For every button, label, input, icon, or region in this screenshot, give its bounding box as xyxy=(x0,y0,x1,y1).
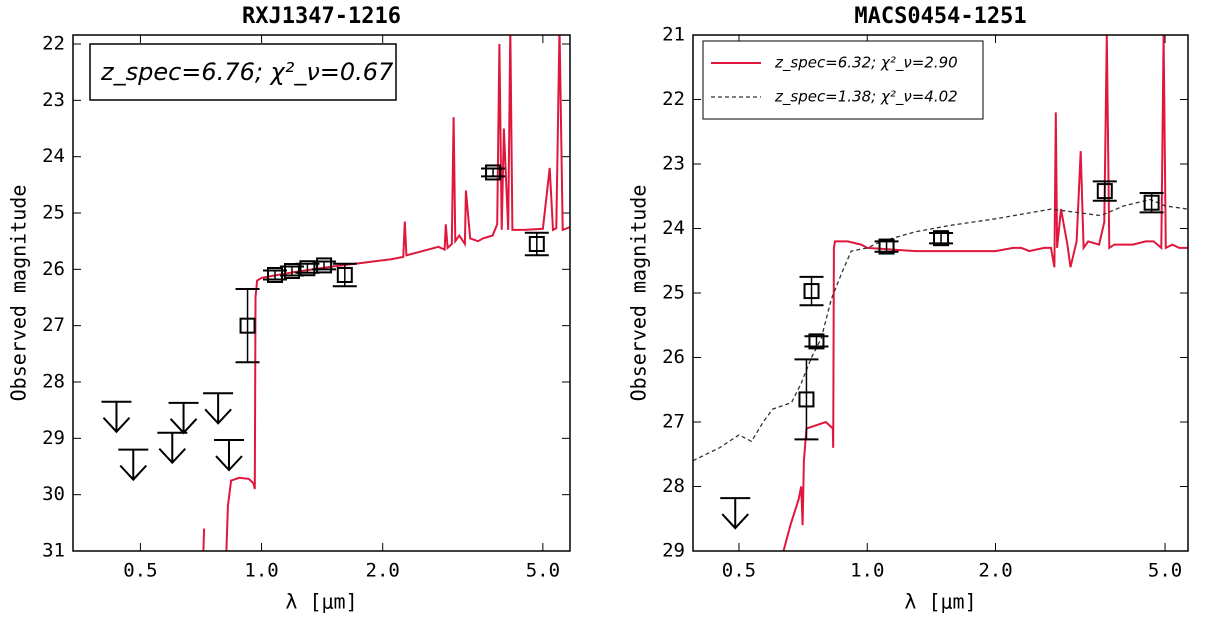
y-axis-label: Observed magnitude xyxy=(7,185,31,402)
error-bar xyxy=(794,358,819,441)
y-tick-label: 21 xyxy=(662,24,685,46)
y-tick-label: 22 xyxy=(42,33,65,55)
photometry-point xyxy=(808,333,825,350)
photometry-point xyxy=(283,263,300,280)
y-tick-label: 26 xyxy=(42,258,65,280)
model-line xyxy=(782,35,1188,551)
photometry-point xyxy=(239,317,256,334)
photometry-point xyxy=(878,238,895,255)
upper-limit xyxy=(213,439,244,472)
model-line xyxy=(202,35,570,551)
y-tick-label: 27 xyxy=(662,411,685,433)
photometry-point xyxy=(933,230,950,247)
y-tick-label: 29 xyxy=(42,427,65,449)
error-bar xyxy=(929,232,954,245)
y-tick-label: 22 xyxy=(662,88,685,110)
x-axis-label: λ [μm] xyxy=(904,590,976,614)
chart-title: RXJ1347-1216 xyxy=(242,4,401,29)
upper-limit xyxy=(118,448,149,482)
y-tick-label: 25 xyxy=(662,282,685,304)
photometry-point xyxy=(299,260,316,277)
plot-frame xyxy=(692,34,1189,552)
photometry-point xyxy=(528,235,545,252)
y-tick-label: 31 xyxy=(42,540,65,562)
x-tick-label: 1.0 xyxy=(244,560,278,582)
legend-box xyxy=(702,40,984,120)
upper-limit xyxy=(203,392,234,425)
y-tick-label: 27 xyxy=(42,314,65,336)
y-tick-label: 28 xyxy=(42,371,65,393)
upper-limit xyxy=(168,401,199,435)
y-tick-label: 24 xyxy=(662,217,685,239)
plot-area xyxy=(202,35,570,551)
photometry-point xyxy=(1096,183,1113,200)
model-line xyxy=(693,198,1188,462)
y-tick-label: 29 xyxy=(662,540,685,562)
error-bar xyxy=(799,275,824,307)
legend-label: z_spec=1.38; χ²_ν=4.02 xyxy=(774,88,958,107)
chart-title: MACS0454-1251 xyxy=(854,4,1026,29)
y-tick-label: 26 xyxy=(662,346,685,368)
y-tick-label: 23 xyxy=(662,153,685,175)
x-tick-label: 1.0 xyxy=(850,560,884,582)
photometry-point xyxy=(803,283,820,300)
photometry-point xyxy=(336,266,353,283)
upper-limit xyxy=(101,400,132,434)
legend-label: z_spec=6.32; χ²_ν=2.90 xyxy=(774,54,958,73)
photometry-point xyxy=(1143,194,1160,211)
x-tick-label: 2.0 xyxy=(366,560,400,582)
photometry-point xyxy=(267,266,284,283)
annotation-box xyxy=(89,43,397,101)
y-tick-label: 23 xyxy=(42,89,65,111)
y-tick-label: 30 xyxy=(42,483,65,505)
x-tick-label: 5.0 xyxy=(1148,560,1182,582)
y-tick-label: 28 xyxy=(662,475,685,497)
y-tick-label: 24 xyxy=(42,145,65,167)
x-tick-label: 0.5 xyxy=(123,560,157,582)
upper-limit xyxy=(157,431,188,465)
photometry-point xyxy=(316,257,333,274)
y-tick-label: 25 xyxy=(42,202,65,224)
x-axis-label: λ [μm] xyxy=(285,590,357,614)
photometry-point xyxy=(798,391,815,408)
x-tick-label: 0.5 xyxy=(722,560,756,582)
annotation: z_spec=6.76; χ²_ν=0.67 xyxy=(100,58,394,86)
photometry-point xyxy=(485,164,502,181)
x-tick-label: 5.0 xyxy=(526,560,560,582)
x-tick-label: 2.0 xyxy=(978,560,1012,582)
y-axis-label: Observed magnitude xyxy=(627,185,651,402)
error-bar xyxy=(804,335,829,348)
upper-limit xyxy=(720,497,751,530)
plot-frame xyxy=(72,34,571,552)
error-bar xyxy=(235,288,260,364)
